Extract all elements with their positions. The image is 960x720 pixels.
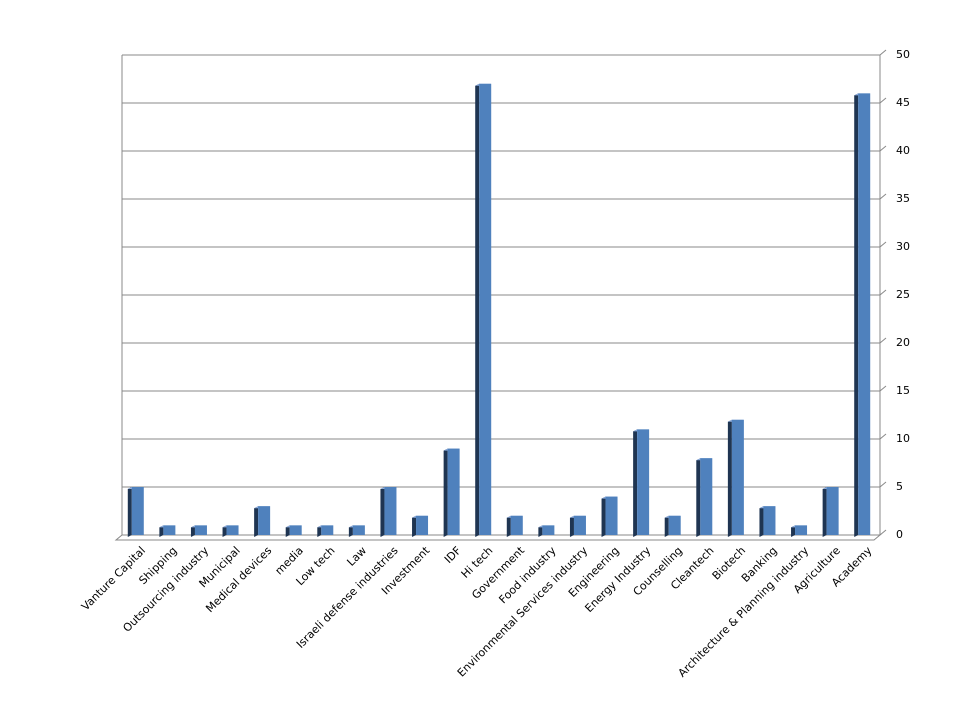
tick-mark [879,337,887,344]
bar-side [254,506,259,537]
tick-mark [879,481,887,488]
tick-mark [879,49,887,56]
bar-side [317,525,322,537]
bar [637,429,650,535]
y-tick-label: 15 [896,384,910,397]
y-tick-label: 35 [896,192,910,205]
bar-side [127,487,132,537]
bar [352,525,365,535]
bar-side [506,515,511,537]
bar-side [475,83,480,538]
bar-side [412,515,417,537]
bar-side [759,506,764,537]
bar-side [569,515,574,537]
bar-side [727,419,732,537]
floor [114,534,882,541]
bar [542,525,555,535]
bar [858,93,871,536]
bar-side [822,487,827,537]
bar-side [159,525,164,537]
bar-side [696,458,701,537]
bar [384,487,397,535]
bar-side [380,487,385,537]
bar-side [285,525,290,537]
bar [763,506,776,535]
y-tick-label: 40 [896,144,910,157]
bar-side [791,525,796,537]
bar [826,487,839,535]
bar [795,525,808,535]
bar-side [854,93,859,538]
bar-side [538,525,543,537]
tick-mark [879,97,887,104]
y-tick-label: 5 [896,480,903,493]
tick-mark [879,385,887,392]
x-tick-label: Law [344,544,369,569]
bar [573,515,586,535]
tick-mark [879,529,887,536]
tick-mark [879,145,887,152]
bar [226,525,239,535]
tick-mark [879,289,887,296]
y-tick-label: 10 [896,432,910,445]
bar [479,83,492,536]
y-tick-label: 50 [896,48,910,61]
bar [510,515,523,535]
bar [258,506,271,535]
bar [194,525,207,535]
x-tick-label: IDF [442,544,464,566]
y-tick-label: 30 [896,240,910,253]
bar [605,496,618,535]
bar [731,419,744,535]
bar [131,487,144,535]
y-tick-label: 20 [896,336,910,349]
bar [668,515,681,535]
bar [289,525,302,535]
bar [416,515,429,535]
y-tick-label: 45 [896,96,910,109]
bar-side [633,429,638,537]
tick-mark [879,433,887,440]
tick-mark [879,193,887,200]
bar-side [190,525,195,537]
bar [700,458,713,535]
bar-side [601,496,606,537]
bar-side [348,525,353,537]
y-tick-label: 25 [896,288,910,301]
bar [321,525,334,535]
bar [447,448,460,535]
bar-side [222,525,227,537]
bar [163,525,176,535]
bar-side [664,515,669,537]
tick-mark [879,241,887,248]
bar-side [443,448,448,537]
y-tick-label: 0 [896,528,903,541]
